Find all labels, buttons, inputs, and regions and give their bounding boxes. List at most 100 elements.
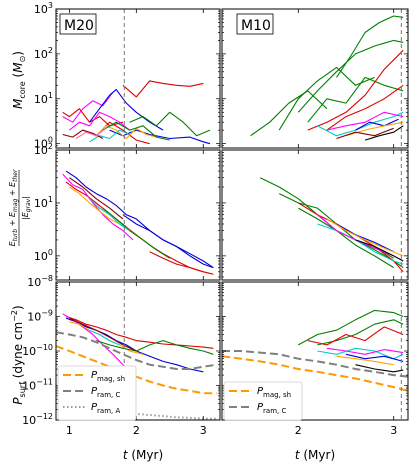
m20-mass-series-5 [89, 89, 164, 131]
m20-mass-series-11 [62, 129, 104, 139]
m20-pressure-series-8 [56, 331, 217, 370]
m20-mass-panel-lines [62, 80, 211, 145]
m20-energy-series-8 [149, 251, 204, 273]
m10-mass-series-12 [336, 127, 394, 140]
m10-pressure-series-0 [298, 309, 404, 346]
legend-label: Pmag, sh [91, 370, 125, 383]
m10-mass-series-10 [364, 125, 404, 141]
m10-mass-series-11 [345, 121, 404, 137]
legend-m20: Pmag, sh Pram, C Pram, A [57, 365, 137, 421]
ytick-label: 100 [34, 136, 53, 151]
m10-mass-series-6 [326, 84, 404, 131]
m10-mass-series-2 [278, 66, 375, 131]
ylabel-mass: Mcore (M⊙) [11, 51, 27, 109]
m10-pressure-series-9 [222, 350, 408, 378]
xtick-label: 3 [390, 424, 397, 437]
legend-label: Pram, C [257, 402, 286, 415]
ytick-label: 100 [34, 248, 53, 263]
m20-pressure-series-9 [126, 412, 217, 420]
ylabel-pressure: Psurf (dyne cm−2) [10, 305, 27, 404]
m20-pressure-series-1 [65, 317, 204, 373]
svg-text:Mcore (M⊙): Mcore (M⊙) [11, 51, 27, 109]
panel-frame-r0c0 [55, 8, 221, 149]
m10-pressure-panel-lines [222, 309, 408, 392]
m10-mass-series-0 [336, 15, 404, 78]
m10-mass-series-7 [317, 111, 404, 137]
legend-label: Pram, C [91, 386, 120, 399]
ytick-label: 10−9 [27, 309, 53, 324]
m20-energy-series-0 [65, 170, 214, 269]
m20-mass-series-3 [62, 91, 114, 123]
svg-text:Eturb + Emag + Ether: Eturb + Emag + Ether [8, 169, 19, 246]
m20-mass-series-7 [95, 125, 157, 140]
m20-energy-series-2 [62, 173, 134, 241]
m20-pressure-series-4 [96, 340, 214, 355]
m10-pressure-series-8 [222, 355, 408, 392]
m20-pressure-series-6 [89, 329, 120, 346]
ytick-label: 101 [34, 195, 53, 210]
ytick-label: 103 [34, 1, 53, 16]
column-label-m10-text: M10 [241, 18, 271, 34]
xlabel-left: t (Myr) [123, 448, 163, 462]
ytick-label: 10−11 [22, 378, 53, 393]
axis-text: 100 101 102 103 100 101 102 1 2 3 10−12 10−11 10−10 1… [22, 1, 397, 437]
m10-energy-series-4 [317, 223, 404, 265]
column-label-m20-text: M20 [64, 18, 94, 34]
panel-frame-r0c1 [221, 8, 409, 149]
ytick-label: 102 [34, 46, 53, 61]
m20-mass-series-8 [89, 129, 130, 143]
column-label-m10: M10 [236, 13, 274, 35]
m20-mass-series-10 [102, 121, 170, 141]
data-lines [56, 15, 408, 420]
m10-mass-series-5 [307, 49, 404, 131]
m20-energy-series-4 [102, 207, 171, 259]
panel-frame-r1c1 [221, 149, 409, 281]
m10-mass-series-1 [297, 39, 404, 113]
m20-pressure-series-2 [62, 313, 134, 376]
m10-pressure-series-7 [336, 355, 394, 366]
legend-box [57, 365, 137, 421]
m10-pressure-series-4 [326, 347, 404, 355]
m10-mass-panel-lines [250, 15, 404, 141]
m10-energy-series-8 [355, 239, 404, 262]
m10-energy-series-6 [336, 223, 394, 253]
xtick-label: 1 [66, 424, 73, 437]
ytick-label: 10−12 [22, 412, 53, 427]
m20-energy-series-5 [122, 214, 214, 269]
ytick-label: 10−8 [27, 274, 53, 289]
ytick-label: 102 [34, 142, 53, 157]
legend-label: Pmag, sh [257, 386, 291, 399]
xtick-label: 2 [133, 424, 140, 437]
m10-pressure-series-3 [317, 347, 404, 360]
ytick-label: 10−10 [22, 343, 53, 358]
m20-pressure-series-0 [65, 315, 214, 349]
m10-pressure-series-5 [345, 353, 404, 362]
m20-energy-series-6 [89, 198, 130, 232]
svg-text:|Egrav|: |Egrav| [21, 196, 32, 220]
svg-text:Psurf (dyne cm−2): Psurf (dyne cm−2) [10, 305, 27, 404]
m10-energy-series-7 [326, 218, 404, 257]
m10-mass-series-9 [355, 118, 399, 131]
m10-mass-series-4 [307, 76, 404, 123]
m10-energy-panel-lines [259, 177, 404, 273]
ylabel-energy-ratio: Eturb + Emag + Ether |Egrav| [8, 169, 32, 246]
m10-pressure-series-6 [355, 364, 404, 373]
column-label-m20: M20 [59, 13, 97, 35]
xtick-label: 2 [295, 424, 302, 437]
panel-frames [55, 8, 409, 421]
xtick-label: 3 [200, 424, 207, 437]
m20-mass-series-9 [129, 111, 211, 137]
legend-label: Pram, A [91, 402, 120, 415]
m10-mass-series-3 [250, 90, 328, 137]
m20-mass-series-12 [75, 127, 107, 139]
m20-mass-series-4 [69, 111, 130, 131]
ytick-label: 101 [34, 91, 53, 106]
m20-pressure-series-5 [69, 317, 137, 352]
panel-frame-r1c0 [55, 149, 221, 281]
m10-pressure-series-1 [317, 319, 404, 346]
m10-energy-series-0 [259, 177, 404, 269]
legend-m10: Pmag, sh Pram, C [223, 381, 303, 421]
m10-energy-series-2 [298, 207, 394, 269]
m10-pressure-series-2 [307, 326, 404, 346]
